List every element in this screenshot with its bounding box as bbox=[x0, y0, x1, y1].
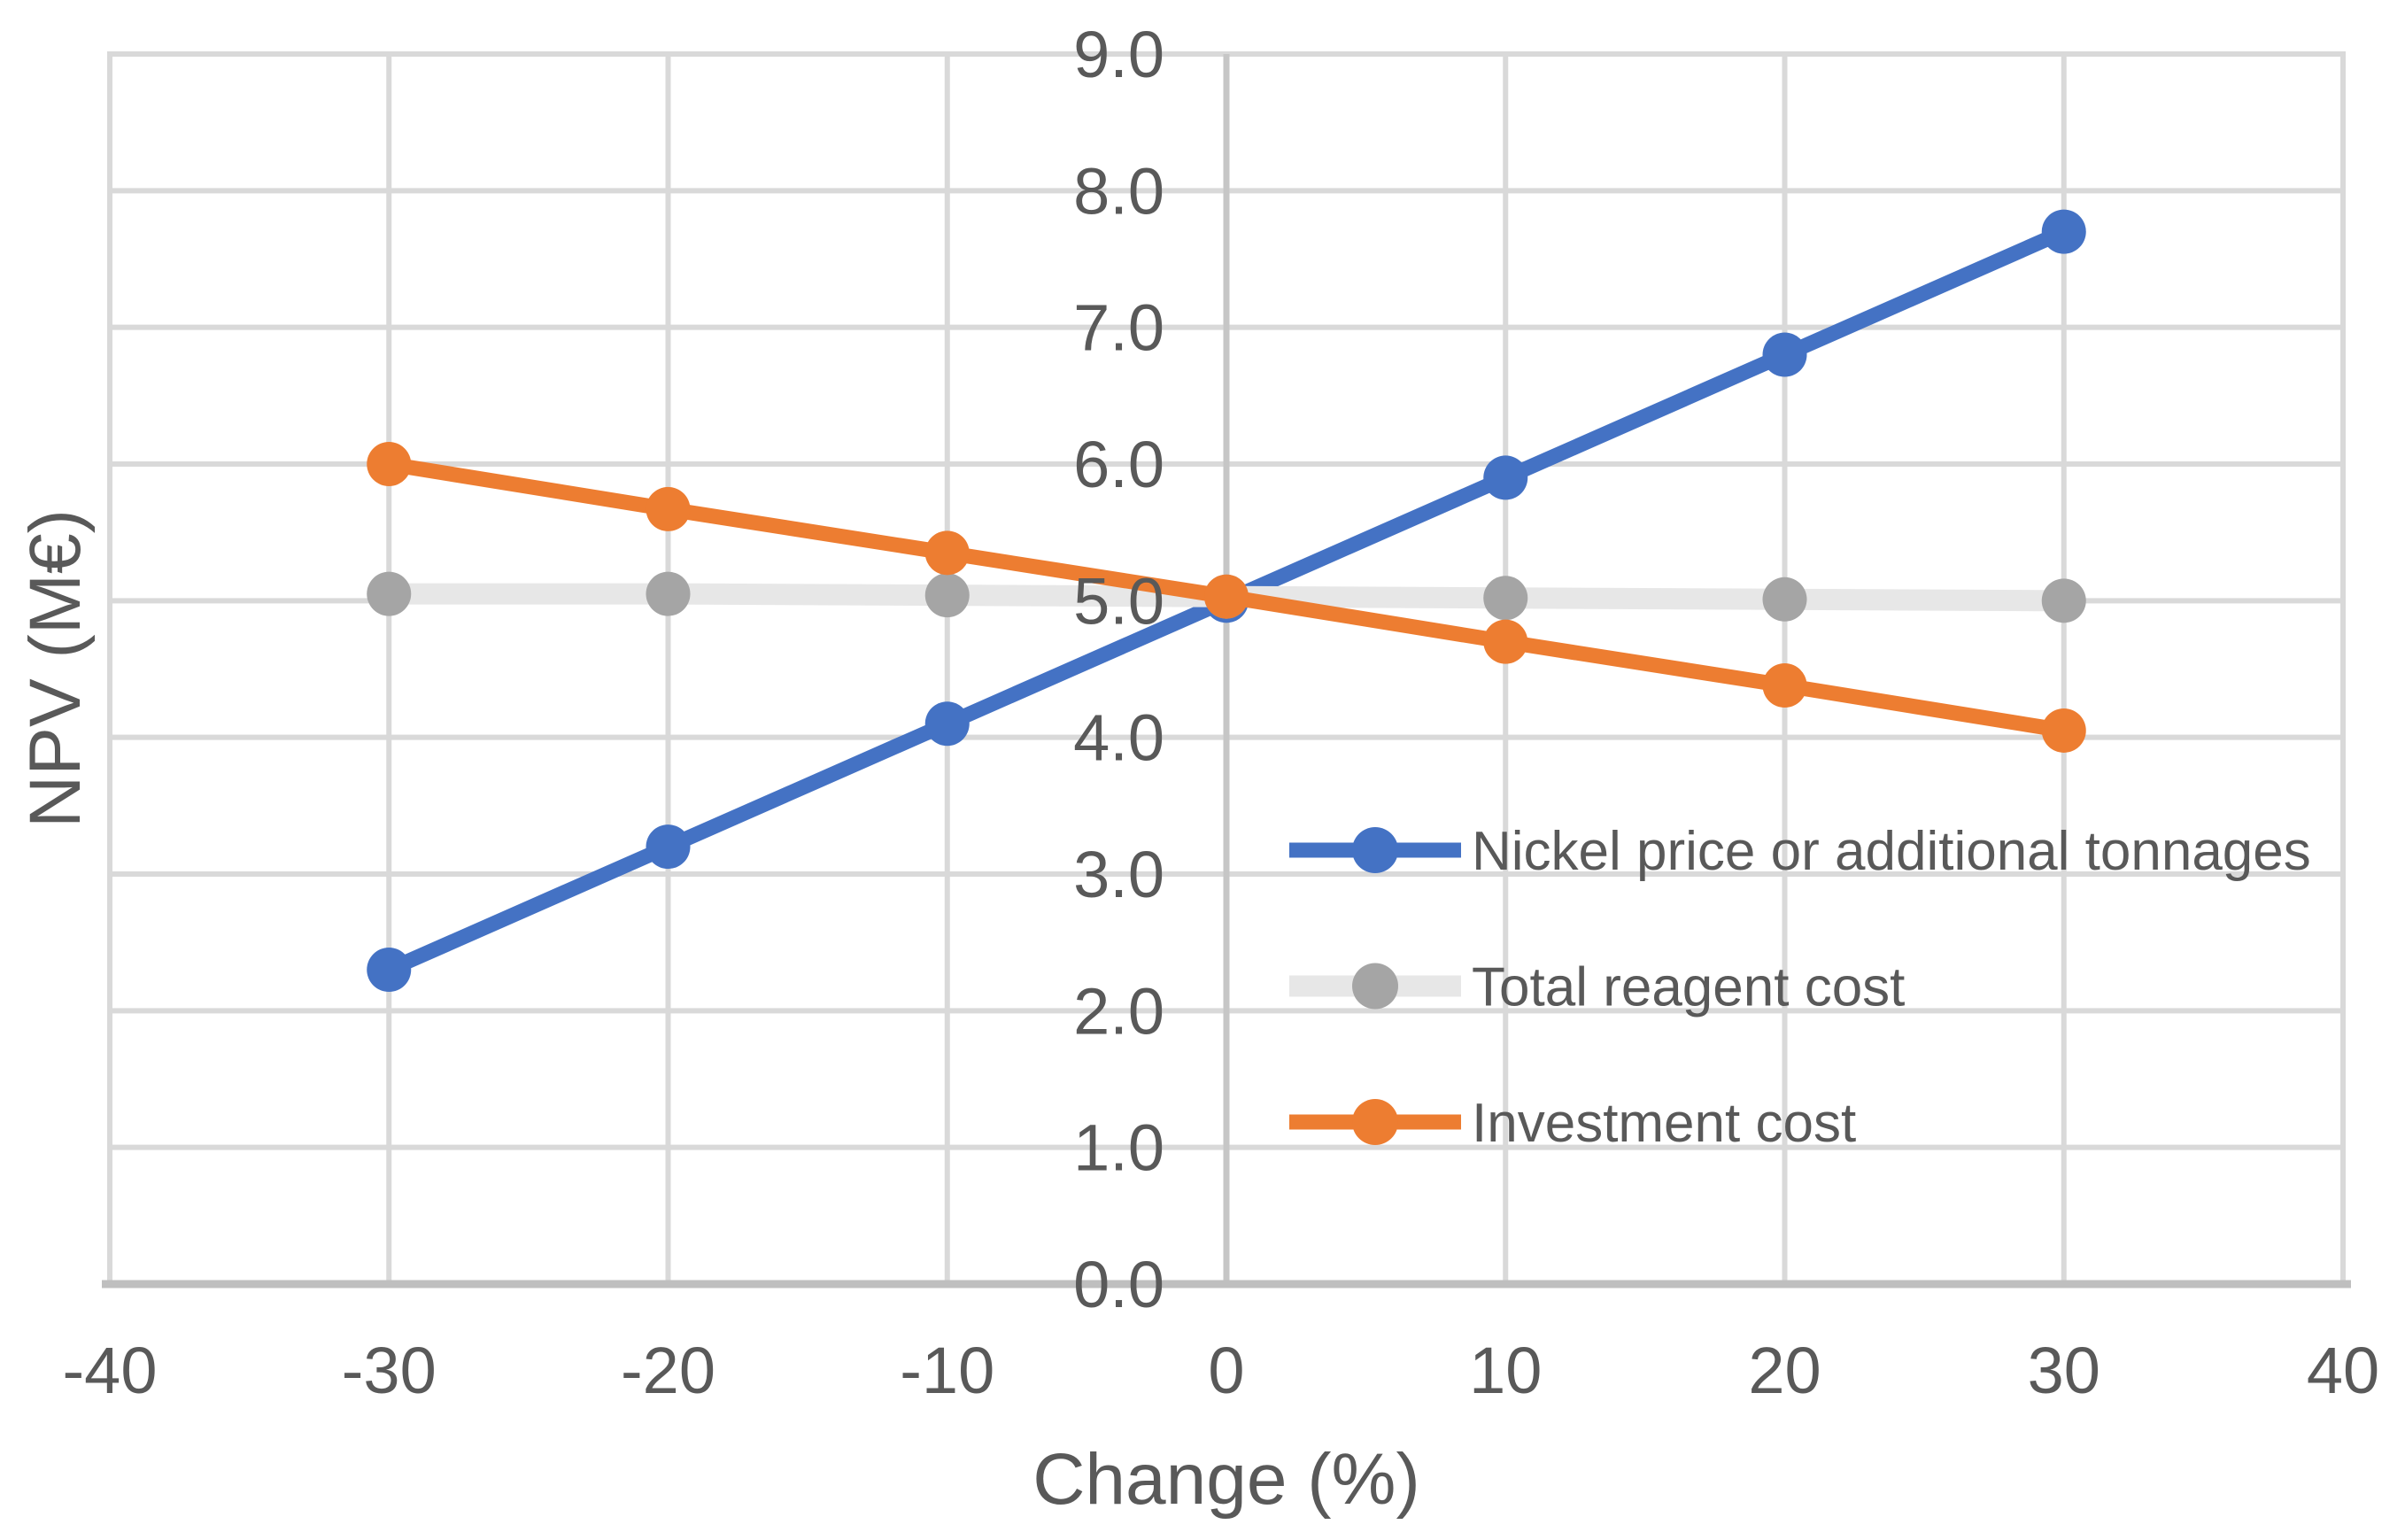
series-marker-total-reagent-cost bbox=[1762, 577, 1807, 622]
y-tick-label: 2.0 bbox=[1073, 974, 1164, 1048]
series-marker-total-reagent-cost bbox=[924, 573, 970, 618]
series-marker-investment-cost bbox=[924, 530, 970, 576]
legend-label-investment-cost: Investment cost bbox=[1472, 1093, 1856, 1154]
x-tick-label: 0 bbox=[1208, 1334, 1244, 1407]
series-marker-nickel-price-or-additional-tonnages bbox=[1762, 332, 1807, 377]
series-marker-nickel-price-or-additional-tonnages bbox=[367, 948, 412, 993]
legend-label-nickel-price-or-additional-tonnages: Nickel price or additional tonnages bbox=[1472, 821, 2311, 882]
y-tick-label: 8.0 bbox=[1073, 154, 1164, 228]
y-tick-label: 4.0 bbox=[1073, 701, 1164, 775]
x-tick-label: 30 bbox=[2028, 1334, 2100, 1407]
series-marker-nickel-price-or-additional-tonnages bbox=[646, 824, 691, 870]
tick-labels-layer: 0.0 1.0 2.0 3.0 4.0 5.0 6.0 7.0 8.0 9.0 -40 -30 -20 -… bbox=[63, 18, 2380, 1407]
x-axis-title: Change (%) bbox=[1032, 1439, 1420, 1520]
series-marker-nickel-price-or-additional-tonnages bbox=[1483, 455, 1528, 500]
series-marker-total-reagent-cost bbox=[1483, 576, 1528, 621]
series-marker-investment-cost bbox=[1483, 619, 1528, 664]
y-axis-title: NPV (M€) bbox=[15, 509, 96, 828]
series-marker-nickel-price-or-additional-tonnages bbox=[2041, 209, 2086, 254]
legend: Nickel price or additional tonnages Total… bbox=[1289, 821, 2311, 1154]
series-layer bbox=[367, 209, 2086, 993]
legend-marker-nickel-price-or-additional-tonnages bbox=[1352, 827, 1398, 873]
series-marker-total-reagent-cost bbox=[367, 571, 412, 616]
x-tick-label: 10 bbox=[1469, 1334, 1542, 1407]
y-tick-label: 9.0 bbox=[1073, 18, 1164, 91]
series-marker-investment-cost bbox=[1204, 574, 1249, 619]
y-tick-label: 5.0 bbox=[1073, 564, 1164, 638]
series-marker-investment-cost bbox=[1762, 663, 1807, 708]
y-tick-label: 3.0 bbox=[1073, 838, 1164, 911]
x-tick-label: -30 bbox=[342, 1334, 437, 1407]
y-tick-label: 6.0 bbox=[1073, 428, 1164, 501]
x-tick-label: -40 bbox=[63, 1334, 158, 1407]
axes-layer bbox=[102, 54, 2351, 1288]
y-tick-label: 0.0 bbox=[1073, 1248, 1164, 1321]
legend-marker-total-reagent-cost bbox=[1352, 963, 1398, 1010]
series-marker-total-reagent-cost bbox=[646, 571, 691, 616]
x-tick-label: 20 bbox=[1748, 1334, 1821, 1407]
series-marker-total-reagent-cost bbox=[2041, 578, 2086, 623]
y-tick-label: 1.0 bbox=[1073, 1111, 1164, 1185]
series-marker-investment-cost bbox=[367, 442, 412, 486]
legend-marker-investment-cost bbox=[1352, 1099, 1398, 1145]
series-marker-investment-cost bbox=[2041, 708, 2086, 753]
series-marker-investment-cost bbox=[646, 486, 691, 531]
x-tick-label: -10 bbox=[900, 1334, 994, 1407]
y-tick-label: 7.0 bbox=[1073, 291, 1164, 365]
x-tick-label: 40 bbox=[2307, 1334, 2379, 1407]
x-tick-label: -20 bbox=[621, 1334, 715, 1407]
series-marker-nickel-price-or-additional-tonnages bbox=[924, 701, 970, 747]
legend-label-total-reagent-cost: Total reagent cost bbox=[1472, 957, 1905, 1018]
